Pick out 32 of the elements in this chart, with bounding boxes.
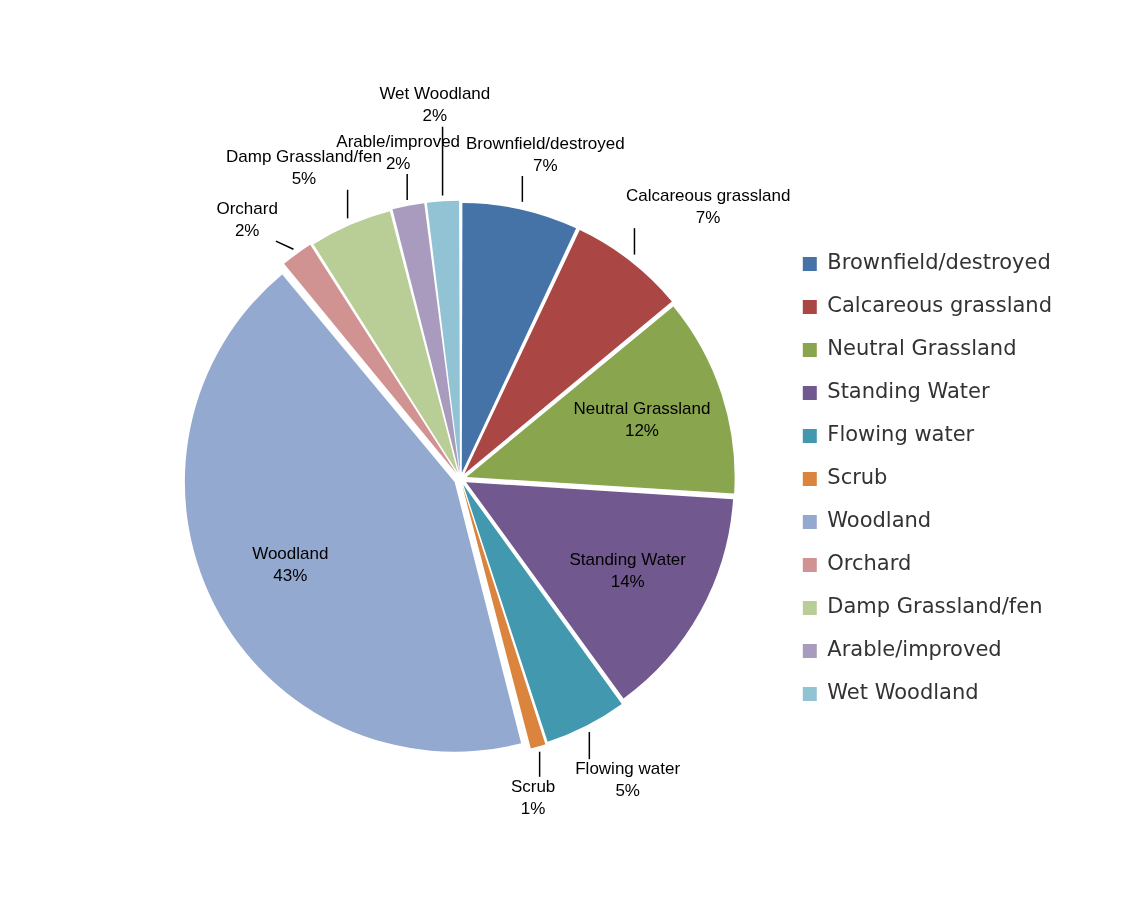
data-label: 2% [385,153,411,173]
slice-label: Damp Grassland/fen [225,147,382,167]
legend-label: Flowing water [827,422,975,447]
legend-label: Scrub [827,465,888,490]
legend-label: Arable/improved [827,637,1002,662]
slice-label: Scrub [510,776,556,796]
slice-label: Woodland [252,544,329,564]
data-label: 2% [234,220,260,240]
legend-label: Wet Woodland [827,680,979,705]
slice-label: Calcareous grassland [625,185,791,205]
legend-label: Woodland [827,508,932,533]
slice-label: Brownfield/destroyed [465,133,625,153]
legend-label: Neutral Grassland [827,336,1017,361]
slice-label: Wet Woodland [379,84,491,104]
data-label: 1% [520,798,546,818]
legend-label: Damp Grassland/fen [827,594,1043,619]
slice-label: Standing Water [569,549,687,569]
slice-label: Orchard [216,198,278,218]
data-label: 14% [610,571,645,591]
data-label: 2% [422,106,448,126]
data-label: 7% [533,155,558,175]
data-label: 12% [624,420,659,440]
data-label: 5% [291,169,317,189]
slice-label: Neutral Grassland [573,398,711,418]
legend-label: Brownfield/destroyed [827,250,1051,275]
slice-label: Flowing water [575,758,681,778]
data-label: 7% [695,207,721,227]
legend-label: Standing Water [827,379,990,404]
data-label: 5% [615,780,640,800]
legend-label: Calcareous grassland [827,293,1053,318]
legend-label: Orchard [827,551,912,576]
data-label: 43% [273,566,308,586]
